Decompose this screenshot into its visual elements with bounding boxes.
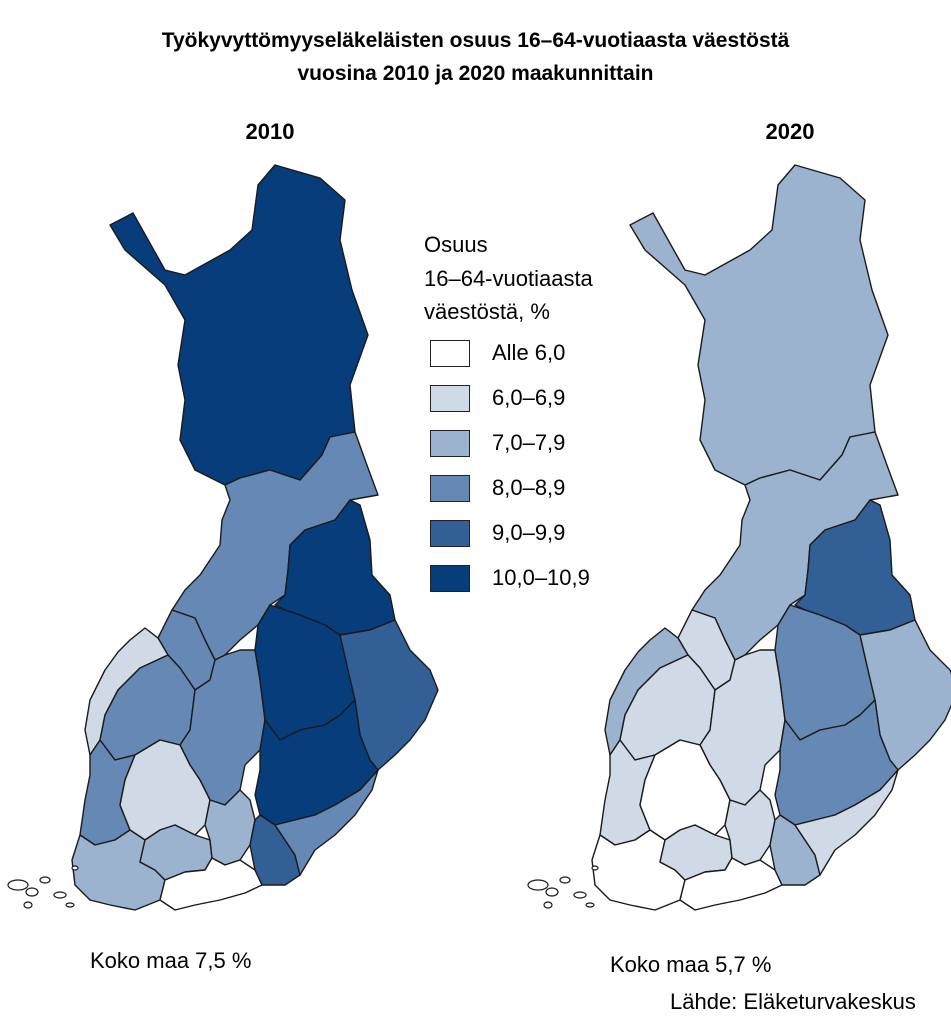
legend-item-9-9-9: 9,0–9,9	[430, 520, 650, 550]
source-label: Lähde: Eläketurvakeskus	[670, 989, 916, 1014]
total-label-2010: Koko maa 7,5 %	[90, 948, 252, 973]
legend-title-line-3: väestöstä, %	[424, 299, 550, 324]
legend-item-8-8-9: 8,0–8,9	[430, 475, 650, 505]
island-outline	[559, 876, 571, 884]
island-outline	[527, 879, 549, 891]
island-outline	[65, 902, 75, 908]
chart-title-line-1: Työkyvyttömyyseläkeläisten osuus 16–64-v…	[161, 29, 790, 52]
map-year-2010: 2010	[245, 119, 295, 144]
legend-label: 7,0–7,9	[492, 430, 566, 455]
legend-label: 9,0–9,9	[492, 520, 566, 545]
map-year-2020: 2020	[765, 119, 815, 144]
island-outline	[53, 891, 67, 899]
region-etelä-karjala	[274, 769, 379, 876]
legend-label: 8,0–8,9	[492, 475, 566, 500]
region-päijät-häme	[204, 789, 256, 866]
map-2010	[7, 164, 439, 911]
region-uusimaa	[159, 857, 263, 911]
legend-title-line-2: 16–64-vuotiaasta	[424, 266, 593, 291]
island-outline	[71, 865, 79, 871]
legend-swatch	[430, 430, 470, 457]
island-outline	[543, 901, 553, 909]
island-outline	[573, 891, 587, 899]
legend-item-alle-6: Alle 6,0	[430, 340, 650, 370]
region-uusimaa	[679, 857, 783, 911]
legend-label: 6,0–6,9	[492, 385, 566, 410]
legend-swatch	[430, 565, 470, 592]
island-outline	[545, 887, 559, 897]
legend-item-10-10-9: 10,0–10,9	[430, 565, 650, 595]
region-etelä-karjala	[794, 769, 899, 876]
region-päijät-häme	[724, 789, 776, 866]
legend-swatch	[430, 385, 470, 412]
legend-item-6-6-9: 6,0–6,9	[430, 385, 650, 415]
island-outline	[39, 876, 51, 884]
island-outline	[25, 887, 39, 897]
legend-swatch	[430, 475, 470, 502]
chart-title-line-2: vuosina 2010 ja 2020 maakunnittain	[297, 62, 654, 85]
island-outline	[23, 901, 33, 909]
total-label-2020: Koko maa 5,7 %	[610, 952, 772, 977]
legend-title-line-1: Osuus	[424, 232, 488, 257]
legend-swatch	[430, 520, 470, 547]
legend-swatch	[430, 340, 470, 367]
map-2020	[527, 164, 951, 911]
legend-item-7-7-9: 7,0–7,9	[430, 430, 650, 460]
island-outline	[7, 879, 29, 891]
island-outline	[591, 865, 599, 871]
legend-label: 10,0–10,9	[492, 565, 590, 590]
legend-label: Alle 6,0	[492, 340, 566, 365]
island-outline	[585, 902, 595, 908]
